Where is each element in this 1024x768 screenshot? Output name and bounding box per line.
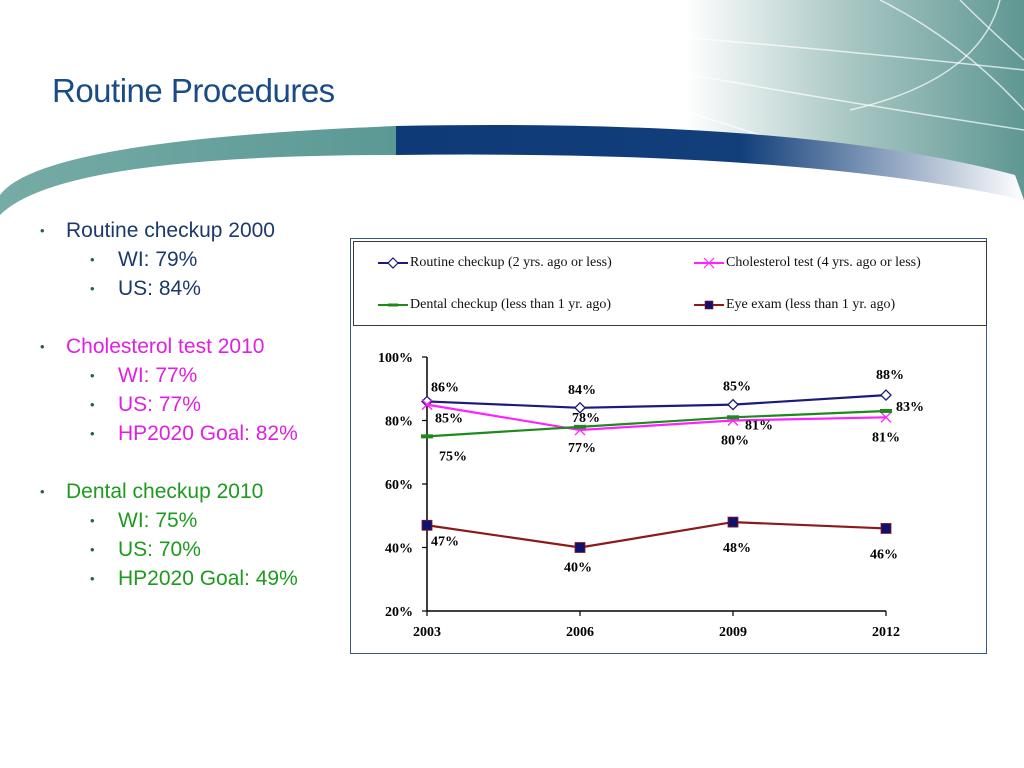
legend-label-cholesterol: Cholesterol test (4 yrs. ago or less) [726, 255, 921, 270]
chart-series [421, 389, 892, 553]
data-label-eye: 47% [431, 534, 459, 549]
data-label-routine: 84% [568, 383, 596, 398]
header-decoration [0, 0, 1024, 215]
legend-x-icon [694, 257, 724, 269]
bullet-cholesterol-goal: HP2020 Goal: 82% [40, 419, 350, 448]
data-label-cholesterol: 81% [872, 430, 900, 445]
legend-square-icon [694, 300, 724, 310]
bullet-list: Routine checkup 2000 WI: 79% US: 84% Cho… [40, 216, 350, 593]
bullet-routine-us: US: 84% [40, 274, 350, 303]
legend-item-cholesterol: Cholesterol test (4 yrs. ago or less) [694, 255, 921, 271]
y-tick-label: 60% [385, 478, 413, 493]
marker-eye [727, 516, 739, 528]
data-label-dental: 78% [572, 411, 600, 426]
series-line-routine [426, 394, 887, 409]
data-label-cholesterol: 85% [435, 412, 463, 427]
marker-cholesterol [880, 411, 892, 423]
header-globe-lines [449, 0, 1024, 136]
x-tick-label: 2003 [413, 625, 441, 640]
legend-diamond-icon [378, 257, 408, 269]
data-label-eye: 48% [723, 541, 751, 556]
data-label-cholesterol: 77% [568, 441, 596, 456]
series-line-dental [426, 409, 887, 438]
bullet-dental: Dental checkup 2010 [40, 477, 350, 506]
data-label-dental: 81% [745, 418, 773, 433]
marker-routine [880, 389, 892, 402]
marker-dental [421, 434, 433, 439]
data-label-cholesterol: 80% [721, 434, 749, 449]
chart-data-labels: 86% 84% 85%88%85%77%80% 81%75%78% 81%83%47%4… [431, 368, 924, 575]
x-tick-label: 2012 [872, 625, 900, 640]
bullet-cholesterol: Cholesterol test 2010 [40, 332, 350, 361]
x-tick-label: 2006 [566, 625, 594, 640]
bullet-dental-wi: WI: 75% [40, 506, 350, 535]
legend-item-routine: Routine checkup (2 yrs. ago or less) [378, 255, 612, 271]
marker-routine [727, 398, 739, 411]
marker-dental [574, 424, 586, 429]
data-label-routine: 88% [876, 368, 904, 383]
marker-dental [880, 408, 892, 413]
slide-title: Routine Procedures [52, 72, 335, 109]
header-arc-right [396, 125, 1024, 200]
bullet-dental-us: US: 70% [40, 535, 350, 564]
bullet-routine: Routine checkup 2000 [40, 216, 350, 245]
y-tick-label: 100% [378, 351, 413, 366]
bullet-routine-wi: WI: 79% [40, 245, 350, 274]
legend-item-dental: Dental checkup (less than 1 yr. ago) [378, 297, 611, 313]
data-label-dental: 83% [896, 400, 924, 415]
marker-routine [574, 401, 586, 414]
series-line-cholesterol [426, 403, 887, 432]
legend-label-dental: Dental checkup (less than 1 yr. ago) [410, 297, 611, 312]
legend-dash-icon [378, 303, 408, 307]
y-tick-label: 20% [385, 605, 413, 620]
marker-eye [574, 542, 586, 553]
x-tick-label: 2009 [719, 625, 747, 640]
marker-eye [880, 523, 892, 534]
data-label-eye: 40% [564, 561, 592, 576]
chart-legend: Routine checkup (2 yrs. ago or less) Cho… [353, 241, 987, 326]
y-tick-label: 80% [385, 415, 413, 430]
data-label-eye: 46% [870, 547, 898, 562]
legend-label-eye: Eye exam (less than 1 yr. ago) [726, 297, 896, 312]
series-line-eye [426, 520, 887, 549]
bullet-dental-goal: HP2020 Goal: 49% [40, 564, 350, 593]
marker-eye [421, 519, 433, 531]
data-label-dental: 75% [439, 449, 467, 464]
bullet-cholesterol-wi: WI: 77% [40, 361, 350, 390]
y-tick-label: 40% [385, 542, 413, 557]
data-label-routine: 86% [431, 380, 459, 395]
marker-dental [727, 415, 739, 420]
data-label-routine: 85% [723, 380, 751, 395]
bullet-cholesterol-us: US: 77% [40, 390, 350, 419]
header-arc-left [0, 126, 396, 215]
legend-label-routine: Routine checkup (2 yrs. ago or less) [410, 255, 612, 270]
legend-item-eye: Eye exam (less than 1 yr. ago) [694, 297, 895, 313]
marker-cholesterol [421, 399, 433, 411]
